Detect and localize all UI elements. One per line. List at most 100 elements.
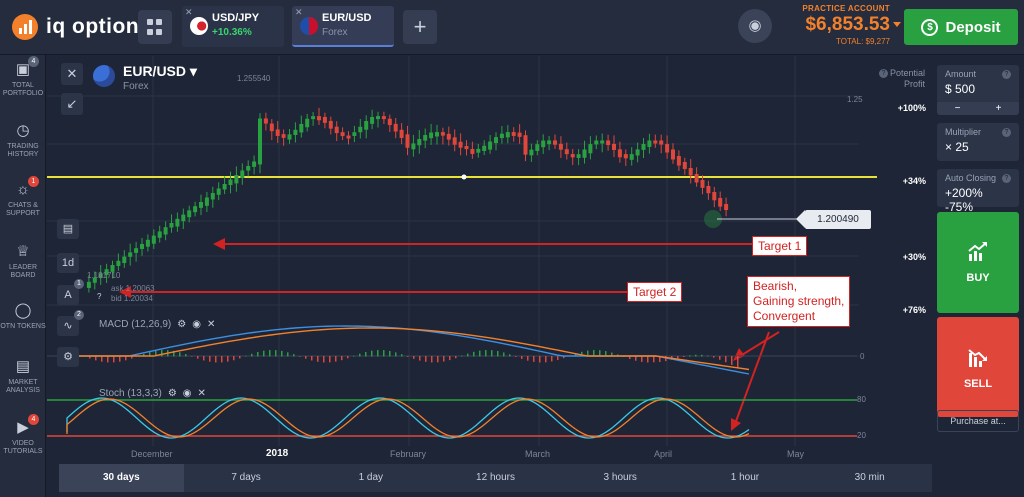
timeframe-option[interactable]: 12 hours [476, 472, 515, 483]
sidebar-item-otn[interactable]: ◯ OTN TOKENS [0, 302, 46, 331]
candle-body [210, 193, 215, 200]
candle-body [163, 227, 168, 235]
close-icon[interactable]: ✕ [185, 7, 193, 17]
eur-usd-flag-icon [93, 65, 115, 87]
candle-body [393, 123, 398, 132]
macd-histogram-bar [335, 356, 337, 362]
sidebar-item-market-analysis[interactable]: ▤ MARKET ANALYSIS [0, 358, 46, 395]
settings-icon[interactable]: ⚙ [57, 347, 79, 367]
close-icon[interactable]: ✕ [206, 319, 216, 330]
purchase-at-button[interactable]: Purchase at... [937, 410, 1019, 432]
account-balance[interactable]: PRACTICE ACCOUNT $6,853.53 TOTAL: $9,277 [790, 4, 890, 46]
timeframe-option[interactable]: 1 hour [730, 472, 760, 483]
logo[interactable]: iq option [12, 14, 139, 40]
timeframe-option[interactable]: 30 min [854, 472, 885, 483]
close-chart-button[interactable]: ✕ [61, 63, 83, 85]
sidebar-item-portfolio[interactable]: ▣ 4 TOTAL PORTFOLIO [0, 56, 46, 98]
chart-type-button[interactable]: ▤ [57, 219, 79, 239]
help-icon[interactable]: ? [97, 292, 102, 301]
sidebar: ▣ 4 TOTAL PORTFOLIO ◷ TRADING HISTORY ☼ 1 … [0, 55, 46, 497]
help-icon[interactable]: ? [1002, 128, 1011, 137]
candle-body [706, 186, 711, 194]
candle-body [122, 256, 127, 264]
gear-icon[interactable]: ⚙ [177, 319, 187, 330]
macd-histogram-bar [659, 356, 661, 363]
timeframe-option[interactable]: 1 day [358, 472, 384, 483]
auto-closing-field[interactable]: Auto Closing? +200% -75% [937, 169, 1019, 214]
potential-profit-label: ? Potential Profit [867, 68, 925, 90]
timeframe-button[interactable]: 1d [57, 253, 79, 273]
sidebar-item-video-tutorials[interactable]: ▶ 4 VIDEO TUTORIALS [0, 414, 46, 456]
sidebar-item-chats[interactable]: ☼ 1 CHATS & SUPPORT [0, 176, 46, 218]
macd-histogram-bar [317, 356, 319, 362]
grid-view-button[interactable] [138, 10, 172, 44]
sell-button[interactable]: SELL [937, 317, 1019, 417]
macd-signal-line [66, 327, 750, 371]
help-icon[interactable]: ? [1002, 174, 1011, 183]
candle-body [606, 140, 611, 146]
usd-jpy-flag-icon [190, 17, 208, 35]
stoch-indicator-label[interactable]: Stoch (13,3,3) ⚙ ◉ ✕ [99, 388, 206, 399]
increase-button[interactable]: + [995, 103, 1002, 114]
help-icon[interactable]: ? [1002, 70, 1011, 79]
timeframe-option[interactable]: 7 days [231, 472, 261, 483]
buy-button[interactable]: BUY [937, 212, 1019, 313]
sidebar-item-label: TRADING HISTORY [7, 143, 39, 158]
timeframe-option[interactable]: 3 hours [603, 472, 637, 483]
macd-histogram-bar [545, 356, 547, 363]
decrease-button[interactable]: − [954, 103, 961, 114]
collapse-icon[interactable]: ↙ [61, 93, 83, 115]
deposit-button[interactable]: $ Deposit [904, 9, 1018, 45]
candle-body [724, 204, 729, 211]
indicators-button[interactable]: ∿ 2 [57, 310, 84, 336]
macd-histogram-bar [689, 355, 691, 357]
macd-histogram-bar [179, 352, 181, 357]
candle-body [240, 170, 245, 178]
camera-icon[interactable]: ◉ [738, 9, 772, 43]
macd-histogram-bar [347, 356, 349, 359]
divergence-note-annotation: Bearish, Gaining strength, Convergent [747, 276, 851, 327]
macd-histogram-bar [365, 351, 367, 357]
macd-histogram-bar [377, 350, 379, 357]
macd-histogram-bar [557, 356, 559, 361]
macd-histogram-bar [575, 353, 577, 357]
price-chart[interactable] [47, 56, 932, 464]
macd-histogram-bar [401, 354, 403, 357]
multiplier-field[interactable]: Multiplier? × 25 [937, 123, 1019, 161]
close-icon[interactable]: ✕ [295, 7, 303, 17]
balance-value: $6,853.53 [805, 14, 890, 35]
chart-area[interactable]: ✕ ↙ EUR/USD ▾ Forex ? Potential Profit +1… [47, 56, 932, 464]
macd-histogram-bar [707, 355, 709, 357]
close-icon[interactable]: ✕ [197, 388, 206, 399]
asset-tab-usdjpy[interactable]: ✕ USD/JPY +10.36% [182, 6, 284, 47]
macd-histogram-bar [251, 353, 253, 357]
candle-body [199, 202, 203, 208]
asset-tab-eurusd[interactable]: ✕ EUR/USD Forex [292, 6, 394, 47]
eye-icon[interactable]: ◉ [192, 319, 201, 330]
sidebar-item-leaderboard[interactable]: ♕ LEADER BOARD [0, 243, 46, 280]
macd-histogram-bar [551, 356, 553, 362]
macd-histogram-bar [269, 350, 271, 357]
clock-icon: ◷ [16, 122, 30, 139]
help-icon[interactable]: ? [878, 69, 888, 78]
ask-label: ask 1.20063 [111, 284, 155, 293]
gear-icon[interactable]: ⚙ [167, 388, 177, 399]
timeframe-option[interactable]: 30 days [59, 464, 184, 492]
macd-histogram-bar [239, 356, 241, 359]
add-asset-button[interactable]: + [403, 10, 437, 44]
candle-body [275, 129, 280, 136]
candle-body [700, 180, 705, 188]
candle-body [482, 145, 487, 151]
chevron-down-icon[interactable] [893, 22, 901, 27]
macd-histogram-bar [95, 356, 97, 361]
amount-value[interactable]: $ 500 [945, 82, 976, 96]
amount-field[interactable]: Amount? $ 500 [937, 65, 1019, 103]
macd-histogram-bar [329, 356, 331, 363]
candle-body [169, 223, 174, 228]
macd-indicator-label[interactable]: MACD (12,26,9) ⚙ ◉ ✕ [99, 319, 215, 330]
eye-icon[interactable]: ◉ [182, 388, 192, 399]
candle-body [553, 140, 557, 145]
sidebar-item-history[interactable]: ◷ TRADING HISTORY [0, 122, 46, 159]
candle-body [405, 134, 410, 148]
